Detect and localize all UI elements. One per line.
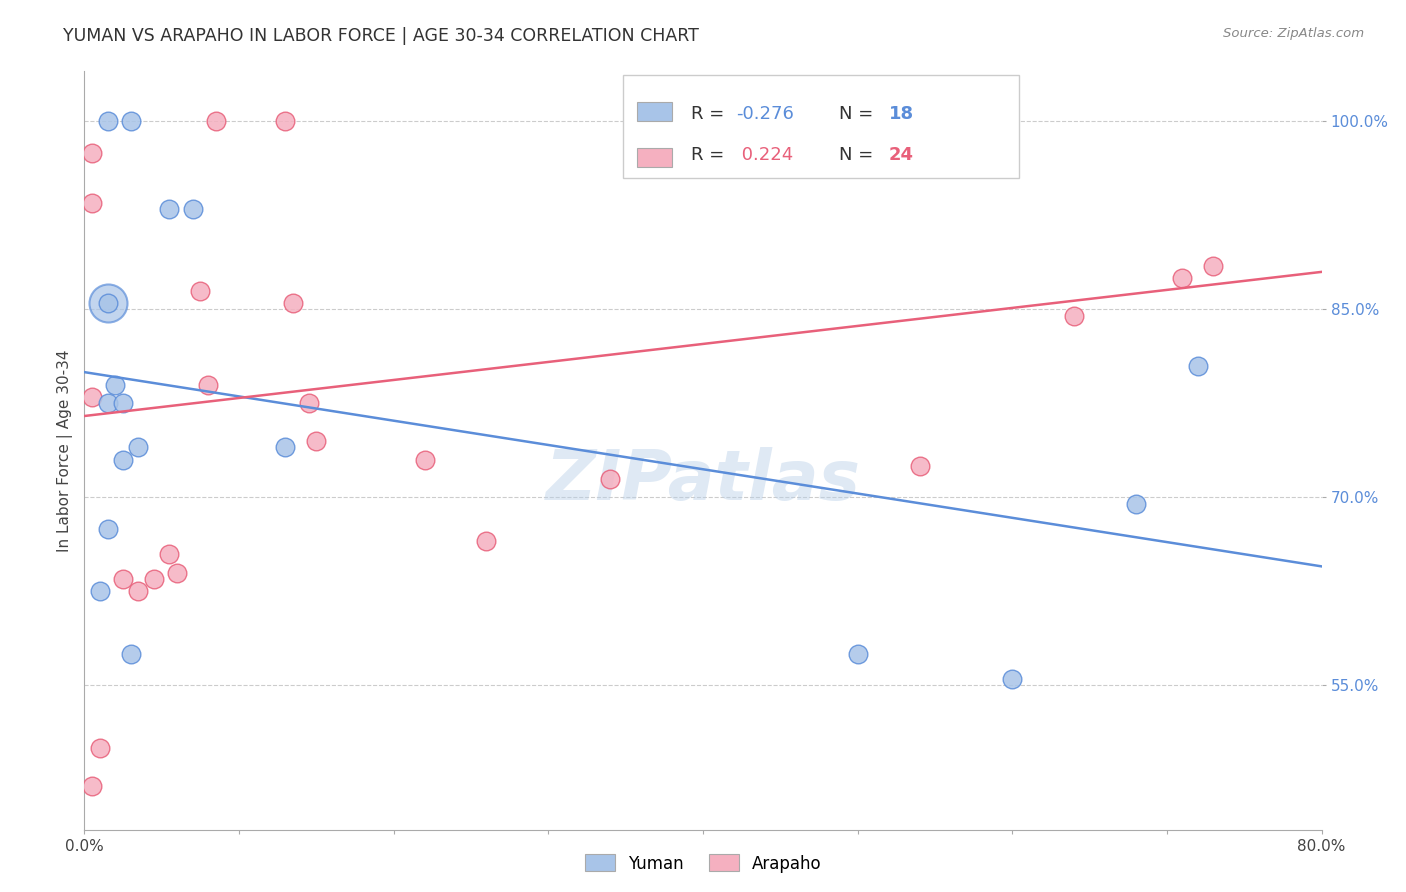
Point (159, 202, 180, 217)
Point (475, 534, 498, 549)
Point (120, 647, 142, 661)
Point (1125, 497, 1147, 511)
Point (1187, 359, 1209, 373)
Text: ZIPatlas: ZIPatlas (546, 447, 860, 515)
Point (159, 547, 180, 561)
Point (104, 377, 127, 392)
Point (181, 202, 204, 217)
Point (96, 114, 118, 128)
Text: N =: N = (839, 146, 879, 164)
Point (112, 453, 135, 467)
Point (120, 114, 142, 128)
Point (82, 145, 104, 160)
Point (274, 440, 297, 454)
Point (89, 741, 111, 756)
Point (1171, 271, 1194, 285)
Point (127, 440, 149, 454)
Point (112, 396, 135, 410)
Point (908, 459, 931, 474)
Text: -0.276: -0.276 (737, 105, 794, 123)
Point (82, 196, 104, 211)
Point (82, 779, 104, 793)
FancyBboxPatch shape (623, 75, 1018, 178)
Point (82, 390, 104, 404)
Point (127, 584, 149, 599)
Text: 18: 18 (889, 105, 914, 123)
Point (599, 472, 621, 486)
Point (297, 396, 319, 410)
Text: N =: N = (839, 105, 879, 123)
Point (274, 114, 297, 128)
Text: 24: 24 (889, 146, 914, 164)
Point (846, 647, 869, 661)
Point (89, 584, 111, 599)
Point (1001, 672, 1024, 686)
Point (166, 566, 188, 580)
Point (188, 284, 211, 298)
Text: Source: ZipAtlas.com: Source: ZipAtlas.com (1223, 27, 1364, 40)
Point (143, 572, 166, 586)
Point (305, 434, 328, 448)
Point (1063, 309, 1085, 323)
Y-axis label: In Labor Force | Age 30-34: In Labor Force | Age 30-34 (58, 349, 73, 552)
Point (197, 377, 219, 392)
Point (96, 296, 118, 310)
Point (1202, 259, 1225, 273)
Text: R =: R = (690, 146, 730, 164)
Point (205, 114, 228, 128)
Text: R =: R = (690, 105, 730, 123)
Point (413, 453, 436, 467)
Legend: Yuman, Arapaho: Yuman, Arapaho (578, 847, 828, 880)
Point (281, 296, 305, 310)
Point (112, 572, 135, 586)
Point (96, 522, 118, 536)
Text: 0.224: 0.224 (737, 146, 793, 164)
Point (96, 296, 118, 310)
FancyBboxPatch shape (637, 102, 672, 121)
Text: YUMAN VS ARAPAHO IN LABOR FORCE | AGE 30-34 CORRELATION CHART: YUMAN VS ARAPAHO IN LABOR FORCE | AGE 30… (63, 27, 699, 45)
FancyBboxPatch shape (637, 148, 672, 168)
Point (96, 396, 118, 410)
